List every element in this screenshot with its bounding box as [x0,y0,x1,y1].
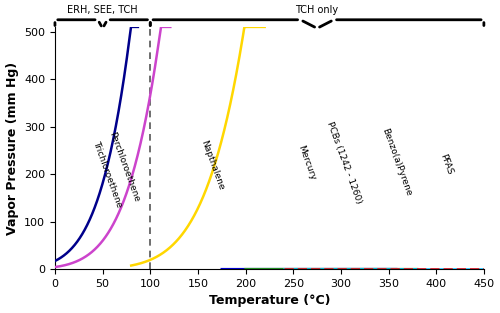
Text: Trichloroethene: Trichloroethene [91,140,124,209]
Text: TCH only: TCH only [296,6,339,16]
X-axis label: Temperature (°C): Temperature (°C) [208,295,330,307]
Text: Mercury: Mercury [296,143,317,181]
Text: Perchloroethene: Perchloroethene [108,131,142,203]
Text: PFAS: PFAS [438,153,454,176]
Y-axis label: Vapor Pressure (mm Hg): Vapor Pressure (mm Hg) [6,61,18,235]
Text: Napthalene: Napthalene [199,138,226,191]
Text: PCBs (1242 - 1260): PCBs (1242 - 1260) [324,120,363,205]
Text: Benzo(a)Pyrene: Benzo(a)Pyrene [380,127,412,198]
Text: ERH, SEE, TCH: ERH, SEE, TCH [68,6,138,16]
